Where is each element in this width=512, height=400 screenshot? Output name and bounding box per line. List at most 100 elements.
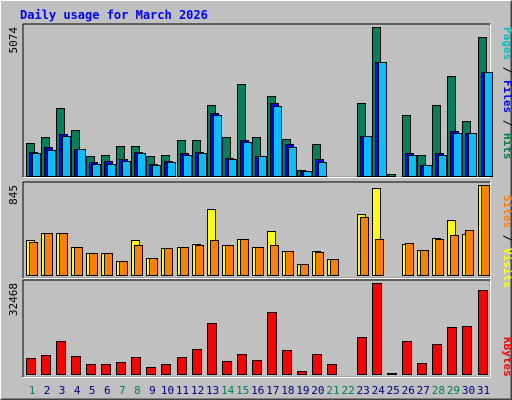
visits-legend-part-2: Visits [501,248,512,288]
hits-bar-pages-day-12 [198,153,207,177]
kbytes-bar-kbytes-day-8 [131,357,141,375]
visits-bar-sites-day-23 [360,217,369,276]
hits-bar-pages-day-29 [453,133,462,177]
kbytes-bar-kbytes-day-5 [86,364,96,375]
x-tick-label-day-8: 8 [134,384,141,397]
x-tick-label-day-7: 7 [119,384,126,397]
hits-panel: 5074 Pages / Files / Hits [7,23,512,178]
hits-legend-part-3: / [501,113,512,133]
kbytes-bar-kbytes-day-11 [177,357,187,375]
x-tick-label-day-19: 19 [296,384,309,397]
hits-bar-pages-day-17 [273,106,282,177]
x-tick-label-day-5: 5 [89,384,96,397]
visits-bar-sites-day-21 [330,259,339,276]
visits-bar-sites-day-12 [195,245,204,276]
kbytes-bar-kbytes-day-24 [372,283,382,375]
hits-bar-pages-day-30 [468,133,477,177]
visits-bar-sites-day-13 [210,240,219,276]
hits-bar-pages-day-26 [408,155,417,177]
kbytes-bar-kbytes-day-17 [267,312,277,375]
kbytes-bar-kbytes-day-31 [478,290,488,375]
visits-bar-sites-day-19 [300,264,309,276]
kbytes-bar-kbytes-day-4 [71,356,81,375]
kbytes-bar-kbytes-day-15 [237,354,247,375]
visits-bars [26,185,490,276]
visits-bar-sites-day-18 [285,251,294,276]
kbytes-bar-kbytes-day-30 [462,326,472,375]
x-tick-label-day-10: 10 [161,384,174,397]
hits-bar-pages-day-15 [243,142,252,177]
x-tick-label-day-27: 27 [417,384,430,397]
kbytes-bar-kbytes-day-1 [26,358,36,375]
x-tick-label-day-28: 28 [432,384,445,397]
visits-bar-sites-day-3 [59,233,68,276]
hits-bar-pages-day-18 [288,147,297,177]
visits-bar-sites-day-9 [149,258,158,276]
x-tick-label-day-22: 22 [341,384,354,397]
kbytes-bar-kbytes-day-7 [116,362,126,375]
visits-bar-sites-day-8 [134,245,143,276]
kbytes-bar-kbytes-day-26 [402,341,412,375]
x-tick-label-day-20: 20 [311,384,324,397]
visits-bar-sites-day-30 [465,230,474,276]
visits-bar-sites-day-10 [164,248,173,276]
hits-bar-pages-day-1 [32,153,41,177]
hits-bar-pages-day-16 [258,156,267,177]
hits-bar-pages-day-2 [47,150,56,177]
hits-bar-pages-day-3 [62,136,71,177]
visits-bar-sites-day-5 [89,253,98,276]
x-tick-label-day-23: 23 [356,384,369,397]
kbytes-bar-kbytes-day-18 [282,350,292,375]
visits-bar-sites-day-11 [180,247,189,276]
x-tick-label-day-2: 2 [44,384,51,397]
visits-bar-sites-day-29 [450,235,459,276]
x-tick-label-day-18: 18 [281,384,294,397]
kbytes-max-label: 32468 [7,283,20,316]
kbytes-bar-kbytes-day-19 [297,371,307,375]
kbytes-bar-kbytes-day-16 [252,360,262,375]
hits-bar-pages-day-31 [484,72,493,177]
hits-bar-pages-day-23 [363,136,372,177]
x-tick-label-day-9: 9 [149,384,156,397]
kbytes-legend-part-0: KBytes [501,337,512,377]
x-tick-label-day-6: 6 [104,384,111,397]
visits-panel: 845 Sites / Visits [7,181,512,288]
x-tick-label-day-31: 31 [477,384,490,397]
hits-legend-part-0: Pages [501,27,512,60]
hits-bar-pages-day-11 [183,155,192,177]
visits-bar-sites-day-2 [44,233,53,276]
x-tick-label-day-12: 12 [191,384,204,397]
kbytes-bar-kbytes-day-21 [327,364,337,375]
x-tick-label-day-1: 1 [29,384,36,397]
x-tick-label-day-13: 13 [206,384,219,397]
hits-bar-pages-day-6 [107,164,116,177]
x-tick-label-day-24: 24 [372,384,386,397]
hits-legend: Pages / Files / Hits [501,27,512,160]
hits-bar-pages-day-4 [77,149,86,177]
visits-bar-sites-day-7 [119,261,128,276]
kbytes-bar-kbytes-day-25 [387,373,397,375]
kbytes-panel: 32468 KBytes [7,279,512,378]
kbytes-bar-kbytes-day-13 [207,323,217,375]
visits-bar-sites-day-15 [240,239,249,276]
hits-max-label: 5074 [7,27,20,54]
hits-bar-pages-day-9 [152,165,161,177]
visits-bar-sites-day-31 [481,185,490,276]
visits-max-label: 845 [7,185,20,205]
hits-bar-pages-day-28 [438,155,447,177]
x-tick-label-day-29: 29 [447,384,460,397]
kbytes-bar-kbytes-day-14 [222,361,232,375]
visits-legend-part-0: Sites [501,195,512,228]
kbytes-bar-kbytes-day-6 [101,364,111,375]
x-tick-label-day-3: 3 [59,384,66,397]
x-tick-label-day-21: 21 [326,384,339,397]
kbytes-bar-kbytes-day-29 [447,327,457,375]
hits-legend-part-4: Hits [501,133,512,160]
x-tick-label-day-16: 16 [251,384,264,397]
visits-bar-sites-day-6 [104,253,113,276]
kbytes-bar-kbytes-day-28 [432,344,442,375]
visits-bar-sites-day-24 [375,239,384,276]
kbytes-bar-kbytes-day-23 [357,337,367,375]
